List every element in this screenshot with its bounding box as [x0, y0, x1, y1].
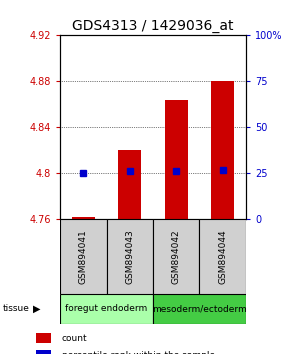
- Text: GSM894043: GSM894043: [125, 229, 134, 284]
- Bar: [211, 81, 234, 219]
- Bar: [60, 294, 153, 324]
- Bar: [165, 100, 188, 219]
- Text: foregut endoderm: foregut endoderm: [65, 304, 148, 313]
- Bar: [153, 219, 200, 294]
- Text: ▶: ▶: [33, 304, 40, 314]
- Text: percentile rank within the sample: percentile rank within the sample: [61, 351, 214, 354]
- Bar: [36, 350, 51, 354]
- Text: GSM894042: GSM894042: [172, 229, 181, 284]
- Text: GSM894041: GSM894041: [79, 229, 88, 284]
- Text: tissue: tissue: [3, 304, 30, 313]
- Text: GSM894044: GSM894044: [218, 229, 227, 284]
- Bar: [153, 294, 246, 324]
- Text: count: count: [61, 333, 87, 343]
- Bar: [36, 333, 51, 343]
- Bar: [118, 150, 141, 219]
- Bar: [60, 219, 106, 294]
- Bar: [72, 217, 95, 219]
- Bar: [106, 219, 153, 294]
- Bar: [200, 219, 246, 294]
- Title: GDS4313 / 1429036_at: GDS4313 / 1429036_at: [72, 19, 234, 33]
- Text: mesoderm/ectoderm: mesoderm/ectoderm: [152, 304, 247, 313]
